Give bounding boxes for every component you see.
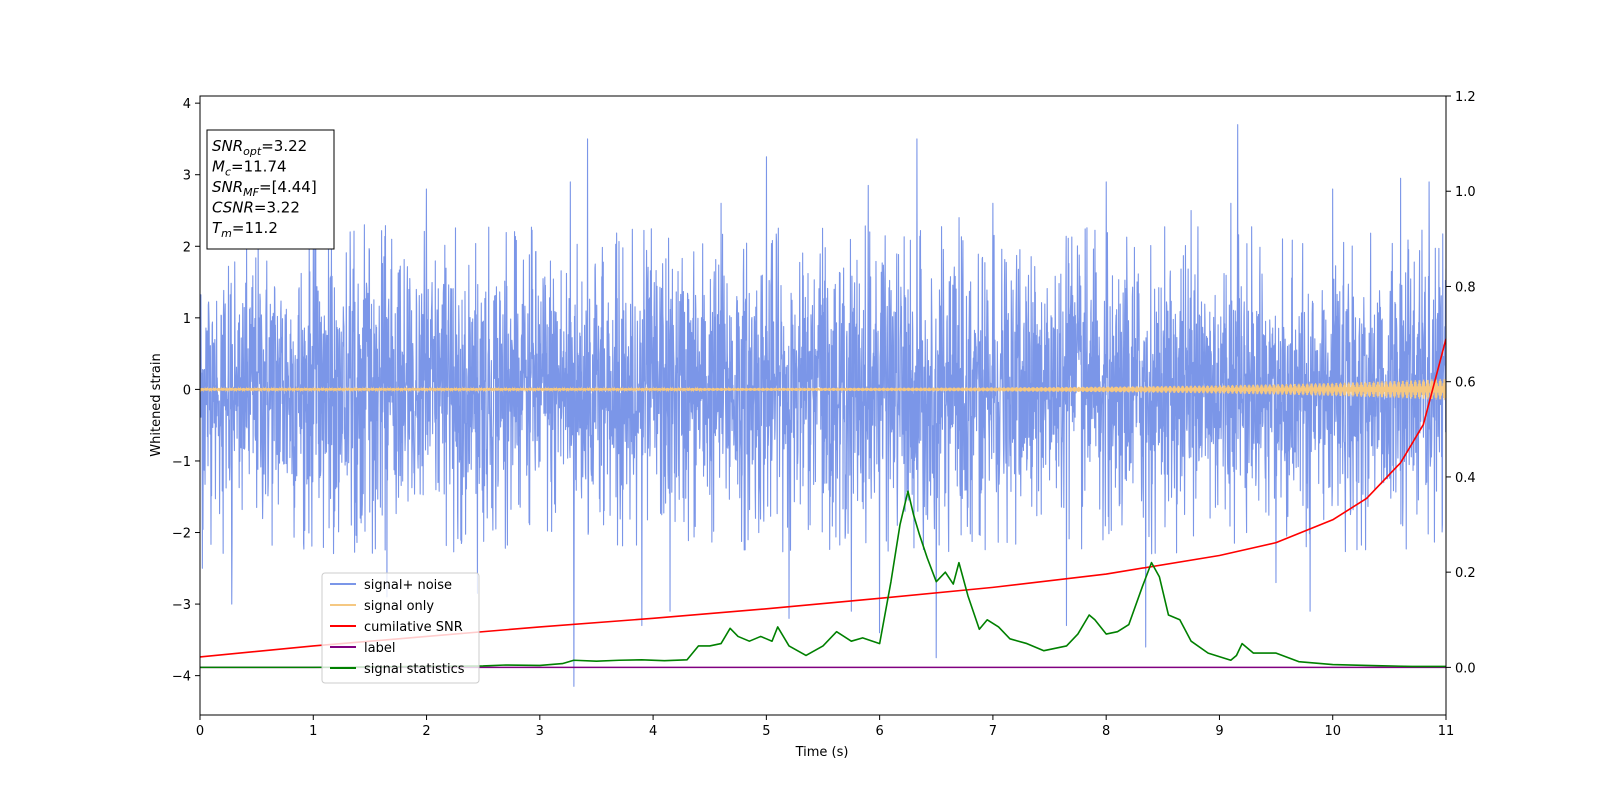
info-subscript: opt bbox=[243, 145, 262, 158]
info-value: =3.22 bbox=[254, 199, 300, 217]
y-tick-label-left: 4 bbox=[183, 97, 191, 112]
x-axis-label: Time (s) bbox=[795, 745, 849, 760]
x-tick-label: 6 bbox=[875, 724, 883, 739]
y-tick-label-left: −4 bbox=[172, 670, 191, 685]
x-tick-label: 10 bbox=[1324, 724, 1341, 739]
y-tick-label-left: −3 bbox=[172, 598, 191, 613]
info-line: CSNR=3.22 bbox=[212, 199, 300, 217]
info-box-frame bbox=[206, 129, 335, 250]
y-tick-label-right: 0.4 bbox=[1455, 471, 1476, 486]
legend-entry: signal only bbox=[364, 599, 434, 614]
x-tick-label: 2 bbox=[422, 724, 430, 739]
y-tick-label-right: 0.0 bbox=[1455, 661, 1476, 676]
y-axis-right: 0.0 0.2 0.4 0.6 0.8 1.0 1.2 bbox=[1446, 90, 1476, 676]
y-axis-label-left: Whitened strain bbox=[149, 353, 164, 456]
x-tick-label: 0 bbox=[196, 724, 204, 739]
plot-frame bbox=[199, 95, 1447, 716]
info-value: =[4.44] bbox=[259, 178, 317, 196]
y-tick-label-left: 0 bbox=[183, 383, 191, 398]
y-tick-label-right: 0.6 bbox=[1455, 376, 1476, 391]
legend: signal+ noise signal only cumilative SNR la… bbox=[321, 572, 480, 684]
y-tick-label-right: 1.0 bbox=[1455, 185, 1476, 200]
x-tick-label: 8 bbox=[1102, 724, 1110, 739]
info-symbol: T bbox=[212, 219, 223, 237]
x-tick-label: 11 bbox=[1438, 724, 1455, 739]
x-tick-label: 5 bbox=[762, 724, 770, 739]
y-axis-left: −4 −3 −2 −1 0 1 2 3 4 bbox=[172, 97, 200, 685]
x-tick-label: 3 bbox=[536, 724, 544, 739]
legend-entry: signal statistics bbox=[364, 662, 465, 677]
info-line: Tm=11.2 bbox=[212, 219, 278, 240]
series-signal-noise bbox=[200, 124, 1446, 687]
x-axis: 0 1 2 3 4 5 6 7 8 9 10 11 bbox=[196, 715, 1454, 739]
x-tick-label: 9 bbox=[1215, 724, 1223, 739]
info-symbol: SNR bbox=[212, 178, 243, 196]
info-symbol: SNR bbox=[212, 137, 243, 155]
info-symbol: M bbox=[212, 158, 225, 176]
x-tick-label: 7 bbox=[989, 724, 997, 739]
legend-entry: signal+ noise bbox=[364, 578, 452, 593]
legend-frame bbox=[321, 572, 480, 684]
info-value: =3.22 bbox=[261, 137, 307, 155]
legend-entry: cumilative SNR bbox=[364, 620, 463, 635]
info-subscript: MF bbox=[243, 186, 259, 199]
info-box: SNRopt=3.22Mc=11.74SNRMF=[4.44]CSNR=3.22… bbox=[206, 129, 335, 250]
y-tick-label-left: 3 bbox=[183, 169, 191, 184]
series-signal-only bbox=[200, 378, 1446, 401]
y-tick-label-left: −1 bbox=[172, 455, 191, 470]
y-tick-label-left: 1 bbox=[183, 312, 191, 327]
info-line: SNRopt=3.22 bbox=[212, 137, 307, 158]
series-signal-statistics bbox=[200, 490, 1446, 669]
y-tick-label-right: 0.8 bbox=[1455, 280, 1476, 295]
info-subscript: m bbox=[221, 227, 232, 240]
info-value: =11.2 bbox=[232, 219, 278, 237]
y-tick-label-right: 1.2 bbox=[1455, 90, 1476, 105]
info-line: SNRMF=[4.44] bbox=[212, 178, 317, 199]
legend-entry: label bbox=[364, 641, 395, 656]
y-tick-label-right: 0.2 bbox=[1455, 566, 1476, 581]
info-value: =11.74 bbox=[231, 158, 287, 176]
info-subscript: c bbox=[225, 166, 231, 179]
info-line: Mc=11.74 bbox=[212, 158, 287, 179]
series-cumulative-snr bbox=[200, 338, 1446, 658]
x-tick-label: 4 bbox=[649, 724, 657, 739]
y-tick-label-left: 2 bbox=[183, 240, 191, 255]
info-symbol: CSNR bbox=[212, 199, 254, 217]
y-tick-label-left: −2 bbox=[172, 527, 191, 542]
x-tick-label: 1 bbox=[309, 724, 317, 739]
